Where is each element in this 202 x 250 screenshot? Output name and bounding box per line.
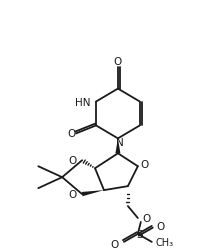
Text: N: N (116, 138, 123, 148)
Polygon shape (115, 139, 120, 154)
Text: O: O (113, 56, 121, 66)
Text: S: S (136, 229, 142, 239)
Text: O: O (68, 156, 77, 166)
Text: O: O (142, 213, 150, 223)
Text: O: O (68, 189, 77, 199)
Polygon shape (81, 190, 103, 196)
Text: O: O (67, 129, 75, 139)
Text: O: O (110, 239, 118, 249)
Text: CH₃: CH₃ (155, 237, 173, 247)
Text: O: O (156, 221, 164, 231)
Text: O: O (140, 160, 148, 170)
Text: HN: HN (74, 97, 90, 107)
